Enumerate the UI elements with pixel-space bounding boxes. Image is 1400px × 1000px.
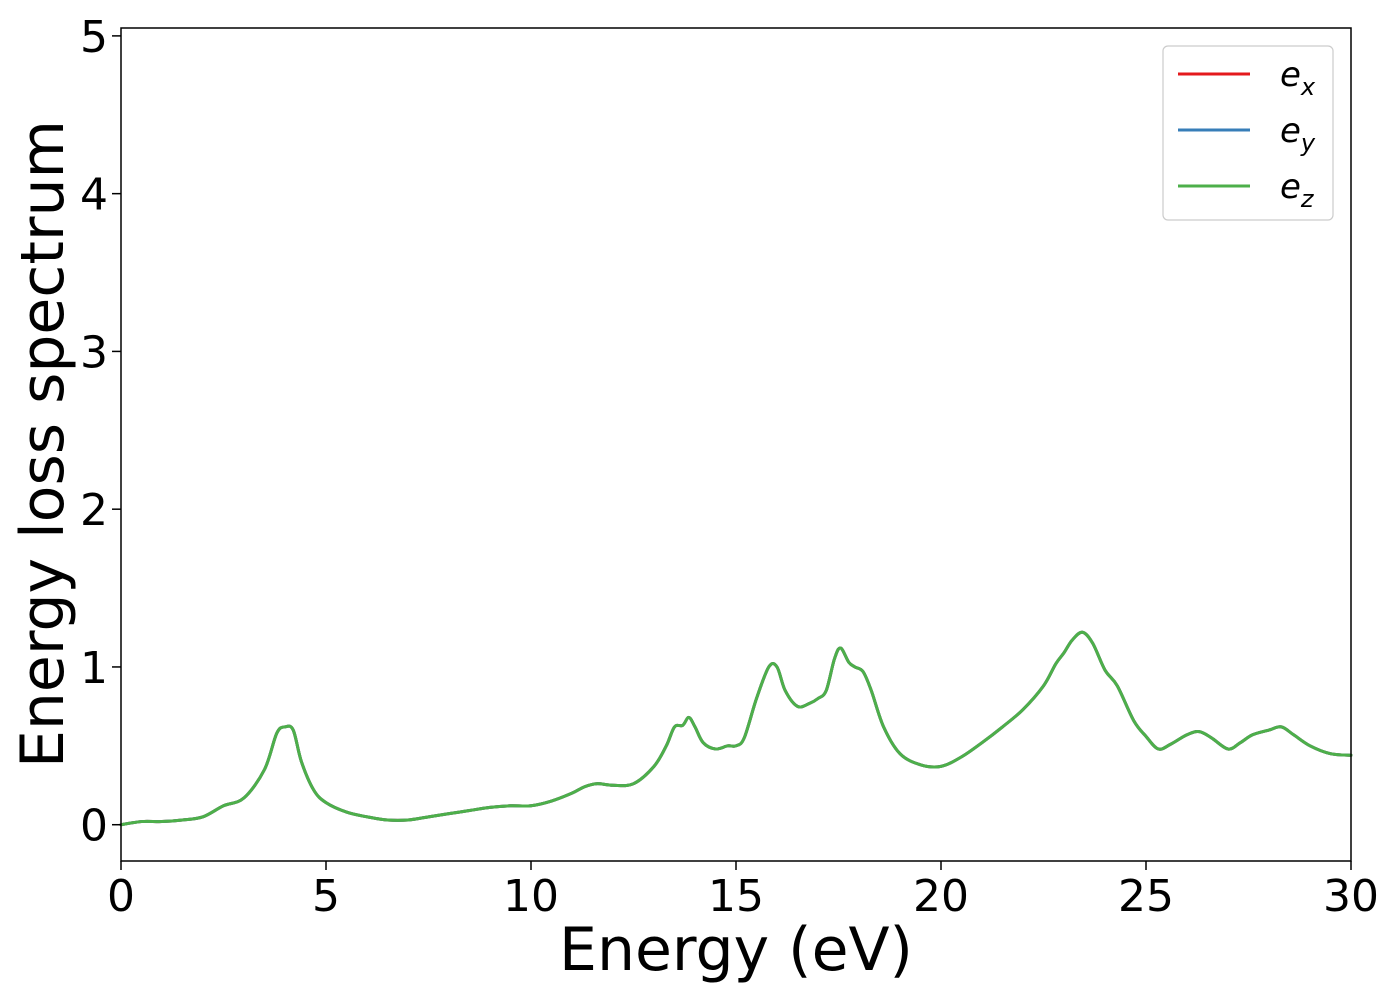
legend: ex ey ez: [1162, 45, 1334, 221]
x-tick-label: 30: [1323, 871, 1379, 922]
y-axis-title: Energy loss spectrum: [8, 120, 78, 768]
y-tick-label: 2: [80, 485, 108, 536]
legend-label-ey: ey: [1280, 111, 1316, 157]
x-tick-label: 5: [312, 871, 340, 922]
legend-label-ex: ex: [1280, 55, 1316, 101]
y-tick-label: 0: [80, 801, 108, 852]
y-tick-label: 1: [80, 643, 108, 694]
series-line-ez: [119, 630, 1353, 827]
x-tick-label: 10: [503, 871, 559, 922]
x-axis: 0 5 10 15 20 25 30: [107, 861, 1379, 922]
x-tick-label: 15: [708, 871, 764, 922]
series-line-ex: [119, 630, 1353, 827]
x-tick-label: 25: [1118, 871, 1174, 922]
y-tick-label: 5: [80, 12, 108, 63]
x-tick-label: 0: [107, 871, 135, 922]
y-tick-label: 3: [80, 327, 108, 378]
series-line-ey: [119, 630, 1353, 827]
x-tick-label: 20: [913, 871, 969, 922]
legend-label-ez: ez: [1280, 167, 1315, 213]
x-axis-title: Energy (eV): [559, 915, 913, 985]
legend-box: [1162, 45, 1334, 221]
y-axis: 0 1 2 3 4 5: [80, 12, 121, 852]
y-tick-label: 4: [80, 170, 108, 221]
series-layer: [119, 630, 1353, 827]
